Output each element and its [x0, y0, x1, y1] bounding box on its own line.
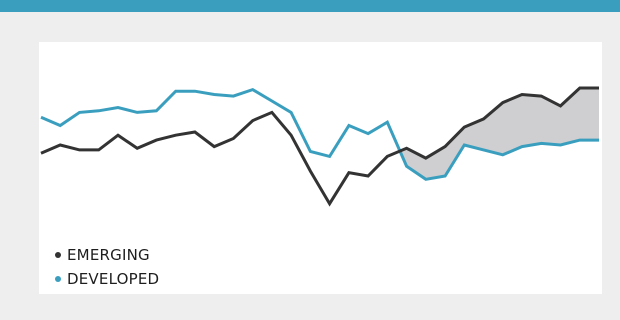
chart-legend: EMERGING DEVELOPED — [55, 243, 159, 291]
legend-item-developed: DEVELOPED — [55, 267, 159, 291]
emerging-series-line — [40, 86, 599, 207]
developed-series-line — [40, 87, 599, 181]
legend-label: EMERGING — [67, 246, 150, 264]
chart-card: EMERGING DEVELOPED — [39, 42, 602, 294]
legend-marker-developed — [55, 276, 61, 282]
legend-marker-emerging — [55, 252, 61, 258]
accent-top-bar — [0, 0, 620, 12]
legend-item-emerging: EMERGING — [55, 243, 159, 267]
spread-shaded-area — [400, 88, 599, 180]
chart-panel: EMERGING DEVELOPED — [0, 12, 620, 320]
line-chart — [40, 86, 599, 207]
legend-label: DEVELOPED — [67, 270, 160, 288]
